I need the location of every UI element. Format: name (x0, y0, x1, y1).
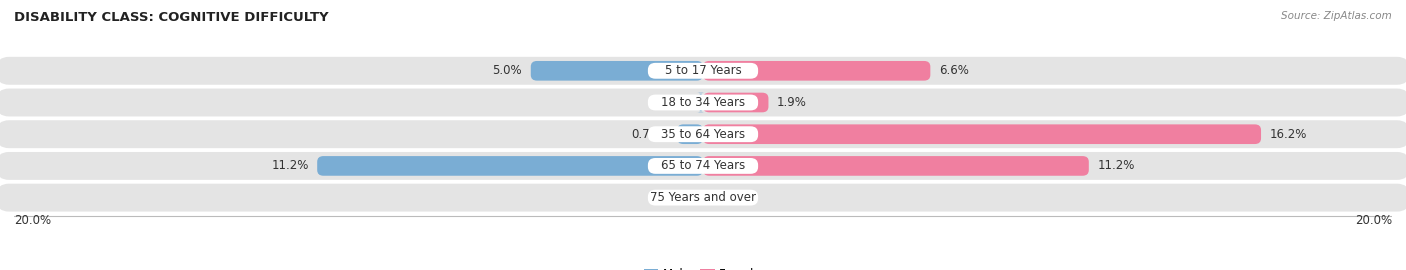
Text: 6.6%: 6.6% (939, 64, 969, 77)
FancyBboxPatch shape (0, 89, 1406, 116)
FancyBboxPatch shape (703, 124, 1261, 144)
Text: 0.75%: 0.75% (631, 128, 669, 141)
FancyBboxPatch shape (648, 63, 758, 79)
Text: 20.0%: 20.0% (1355, 214, 1392, 227)
FancyBboxPatch shape (648, 94, 758, 110)
FancyBboxPatch shape (648, 126, 758, 142)
FancyBboxPatch shape (0, 184, 1406, 212)
FancyBboxPatch shape (703, 156, 1088, 176)
FancyBboxPatch shape (648, 158, 758, 174)
Text: 0.0%: 0.0% (665, 191, 695, 204)
Text: 35 to 64 Years: 35 to 64 Years (661, 128, 745, 141)
FancyBboxPatch shape (697, 93, 704, 112)
Text: 5.0%: 5.0% (492, 64, 522, 77)
FancyBboxPatch shape (678, 124, 703, 144)
Text: 65 to 74 Years: 65 to 74 Years (661, 159, 745, 173)
Text: 11.2%: 11.2% (1098, 159, 1135, 173)
Text: 18 to 34 Years: 18 to 34 Years (661, 96, 745, 109)
FancyBboxPatch shape (0, 57, 1406, 85)
Text: 20.0%: 20.0% (14, 214, 51, 227)
Text: 0.13%: 0.13% (652, 96, 690, 109)
FancyBboxPatch shape (0, 152, 1406, 180)
FancyBboxPatch shape (703, 61, 931, 81)
Text: 0.0%: 0.0% (711, 191, 741, 204)
FancyBboxPatch shape (531, 61, 703, 81)
Text: 5 to 17 Years: 5 to 17 Years (665, 64, 741, 77)
Text: 11.2%: 11.2% (271, 159, 308, 173)
FancyBboxPatch shape (0, 120, 1406, 148)
Text: 75 Years and over: 75 Years and over (650, 191, 756, 204)
Legend: Male, Female: Male, Female (644, 268, 762, 270)
Text: DISABILITY CLASS: COGNITIVE DIFFICULTY: DISABILITY CLASS: COGNITIVE DIFFICULTY (14, 11, 329, 24)
Text: 1.9%: 1.9% (778, 96, 807, 109)
FancyBboxPatch shape (648, 190, 758, 205)
Text: Source: ZipAtlas.com: Source: ZipAtlas.com (1281, 11, 1392, 21)
FancyBboxPatch shape (703, 93, 769, 112)
Text: 16.2%: 16.2% (1270, 128, 1308, 141)
FancyBboxPatch shape (318, 156, 703, 176)
